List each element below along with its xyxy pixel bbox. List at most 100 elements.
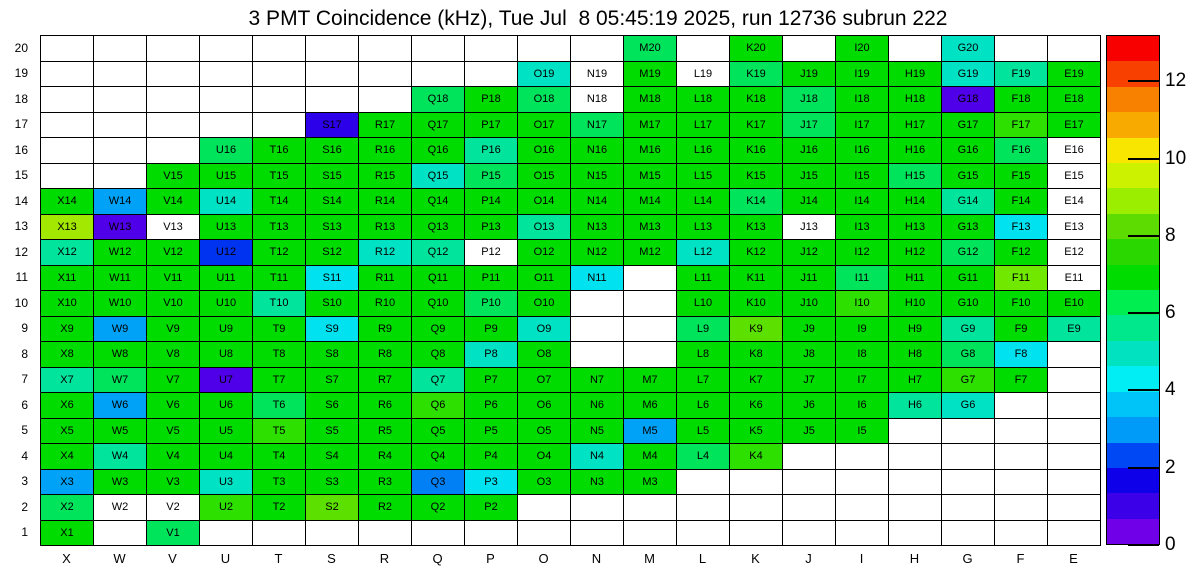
cell-K15: K15 xyxy=(730,163,783,189)
cell-N17: N17 xyxy=(571,112,624,138)
colorbar-ticklabel-4: 4 xyxy=(1165,379,1176,401)
cell-V19 xyxy=(147,61,200,87)
cell-L3 xyxy=(677,469,730,495)
cell-T12: T12 xyxy=(253,240,306,266)
colorbar-tickmark-2 xyxy=(1128,466,1159,469)
x-axis-label-V: V xyxy=(168,550,177,566)
cell-I11: I11 xyxy=(836,265,889,291)
cell-H10: H10 xyxy=(889,291,942,317)
cell-O14: O14 xyxy=(518,189,571,215)
cell-N19: N19 xyxy=(571,61,624,87)
cell-S16: S16 xyxy=(306,138,359,164)
cell-Q19 xyxy=(412,61,465,87)
cell-T18 xyxy=(253,87,306,113)
colorbar-band xyxy=(1107,417,1159,443)
cell-E17: E17 xyxy=(1048,112,1101,138)
cell-U10: U10 xyxy=(200,291,253,317)
cell-M4: M4 xyxy=(624,444,677,470)
x-axis-label-X: X xyxy=(62,550,71,566)
cell-X13: X13 xyxy=(41,214,94,240)
x-axis-label-G: G xyxy=(962,550,973,566)
cell-V5: V5 xyxy=(147,418,200,444)
y-axis-label-18: 18 xyxy=(14,91,28,106)
cell-R5: R5 xyxy=(359,418,412,444)
cell-F2 xyxy=(995,495,1048,521)
cell-L19: L19 xyxy=(677,61,730,87)
cell-U8: U8 xyxy=(200,342,253,368)
y-axis-label-19: 19 xyxy=(14,66,28,81)
cell-T14: T14 xyxy=(253,189,306,215)
cell-U14: U14 xyxy=(200,189,253,215)
cell-L15: L15 xyxy=(677,163,730,189)
cell-U2: U2 xyxy=(200,495,253,521)
cell-J5: J5 xyxy=(783,418,836,444)
cell-M12: M12 xyxy=(624,240,677,266)
cell-M18: M18 xyxy=(624,87,677,113)
cell-E7 xyxy=(1048,367,1101,393)
cell-Q9: Q9 xyxy=(412,316,465,342)
cell-R2: R2 xyxy=(359,495,412,521)
cell-N16: N16 xyxy=(571,138,624,164)
cell-R18 xyxy=(359,87,412,113)
cell-L11: L11 xyxy=(677,265,730,291)
x-axis-label-W: W xyxy=(113,550,126,566)
y-axis-label-14: 14 xyxy=(14,193,28,208)
cell-J7: J7 xyxy=(783,367,836,393)
cell-J20 xyxy=(783,36,836,62)
cell-K1 xyxy=(730,520,783,546)
cell-G14: G14 xyxy=(942,189,995,215)
cell-V9: V9 xyxy=(147,316,200,342)
cell-Q20 xyxy=(412,36,465,62)
cell-F17: F17 xyxy=(995,112,1048,138)
colorbar-ticklabel-6: 6 xyxy=(1165,302,1176,324)
cell-O11: O11 xyxy=(518,265,571,291)
cell-M13: M13 xyxy=(624,214,677,240)
cell-I6: I6 xyxy=(836,393,889,419)
cell-O7: O7 xyxy=(518,367,571,393)
cell-E3 xyxy=(1048,469,1101,495)
y-axis-label-12: 12 xyxy=(14,244,28,259)
cell-Q16: Q16 xyxy=(412,138,465,164)
colorbar-band xyxy=(1107,518,1159,545)
cell-P7: P7 xyxy=(465,367,518,393)
x-axis-label-N: N xyxy=(591,550,602,566)
cell-Q14: Q14 xyxy=(412,189,465,215)
cell-N14: N14 xyxy=(571,189,624,215)
cell-U4: U4 xyxy=(200,444,253,470)
cell-E6 xyxy=(1048,393,1101,419)
cell-X17 xyxy=(41,112,94,138)
cell-G3 xyxy=(942,469,995,495)
cell-W19 xyxy=(94,61,147,87)
cell-R11: R11 xyxy=(359,265,412,291)
cell-R9: R9 xyxy=(359,316,412,342)
cell-T19 xyxy=(253,61,306,87)
cell-H17: H17 xyxy=(889,112,942,138)
cell-G5 xyxy=(942,418,995,444)
colorbar-tickmark-8 xyxy=(1128,234,1159,237)
cell-S6: S6 xyxy=(306,393,359,419)
cell-X15 xyxy=(41,163,94,189)
cell-E14: E14 xyxy=(1048,189,1101,215)
cell-Q2: Q2 xyxy=(412,495,465,521)
cell-L4: L4 xyxy=(677,444,730,470)
cell-N6: N6 xyxy=(571,393,624,419)
cell-K20: K20 xyxy=(730,36,783,62)
cell-O16: O16 xyxy=(518,138,571,164)
cell-U9: U9 xyxy=(200,316,253,342)
x-axis-label-J: J xyxy=(805,550,812,566)
cell-R12: R12 xyxy=(359,240,412,266)
cell-U11: U11 xyxy=(200,265,253,291)
cell-K5: K5 xyxy=(730,418,783,444)
cell-N3: N3 xyxy=(571,469,624,495)
y-axis-label-13: 13 xyxy=(14,219,28,234)
cell-O4: O4 xyxy=(518,444,571,470)
cell-N10 xyxy=(571,291,624,317)
cell-X18 xyxy=(41,87,94,113)
cell-K2 xyxy=(730,495,783,521)
cell-E4 xyxy=(1048,444,1101,470)
cell-P8: P8 xyxy=(465,342,518,368)
cell-N18: N18 xyxy=(571,87,624,113)
cell-T17 xyxy=(253,112,306,138)
cell-H4 xyxy=(889,444,942,470)
cell-P13: P13 xyxy=(465,214,518,240)
